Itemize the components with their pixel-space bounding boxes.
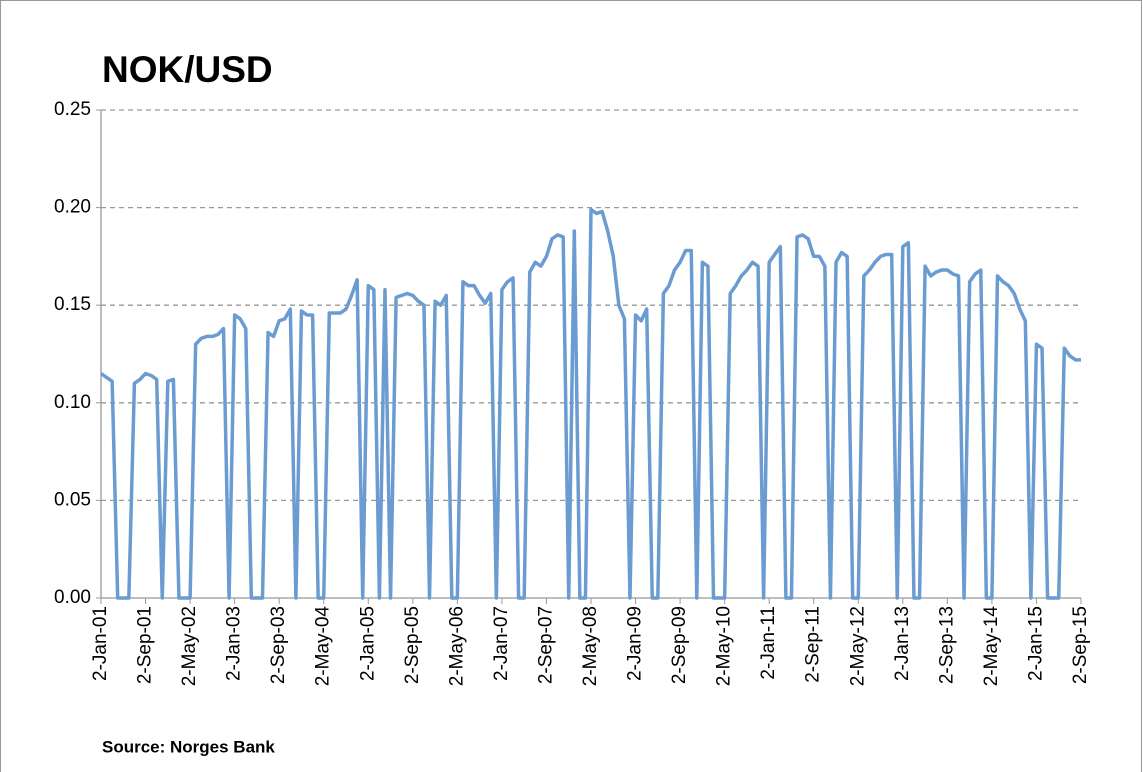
x-tick-label: 2-Sep-13 — [936, 606, 957, 684]
x-tick-label: 2-Sep-11 — [803, 606, 824, 683]
chart-title: NOK/USD — [102, 49, 273, 90]
x-tick-label: 2-Jan-07 — [491, 606, 512, 681]
y-tick-label: 0.15 — [54, 294, 91, 315]
y-tick-label: 0.25 — [54, 99, 91, 120]
x-tick-label: 2-Sep-05 — [402, 606, 423, 684]
y-tick-label: 0.10 — [54, 392, 91, 413]
x-tick-label: 2-Jan-05 — [357, 606, 378, 681]
x-tick-label: 2-Jan-03 — [224, 606, 245, 681]
x-tick-label: 2-Sep-01 — [135, 606, 156, 684]
x-tick-label: 2-Jan-09 — [625, 606, 646, 681]
x-tick-label: 2-Jan-01 — [90, 606, 111, 681]
x-tick-label: 2-Jan-11 — [758, 606, 779, 680]
x-tick-label: 2-May-12 — [847, 606, 868, 686]
x-tick-label: 2-Sep-09 — [669, 606, 690, 684]
x-tick-label: 2-May-04 — [313, 606, 334, 687]
x-tick-label: 2-Sep-15 — [1070, 606, 1091, 684]
x-tick-label: 2-May-06 — [446, 606, 467, 686]
x-tick-label: 2-May-14 — [981, 606, 1002, 687]
x-tick-label: 2-Sep-07 — [535, 606, 556, 684]
x-tick-label: 2-Sep-03 — [268, 606, 289, 684]
x-tick-label: 2-May-10 — [714, 606, 735, 686]
x-tick-label: 2-Jan-13 — [892, 606, 913, 681]
x-tick-label: 2-Jan-15 — [1025, 606, 1046, 681]
x-tick-label: 2-May-02 — [179, 606, 200, 686]
y-tick-label: 0.05 — [54, 489, 91, 510]
source-note: Source: Norges Bank — [102, 737, 275, 756]
data-line — [99, 207, 1081, 600]
y-tick-label: 0.20 — [54, 197, 91, 218]
y-tick-label: 0.00 — [54, 587, 91, 608]
x-tick-label: 2-May-08 — [580, 606, 601, 686]
